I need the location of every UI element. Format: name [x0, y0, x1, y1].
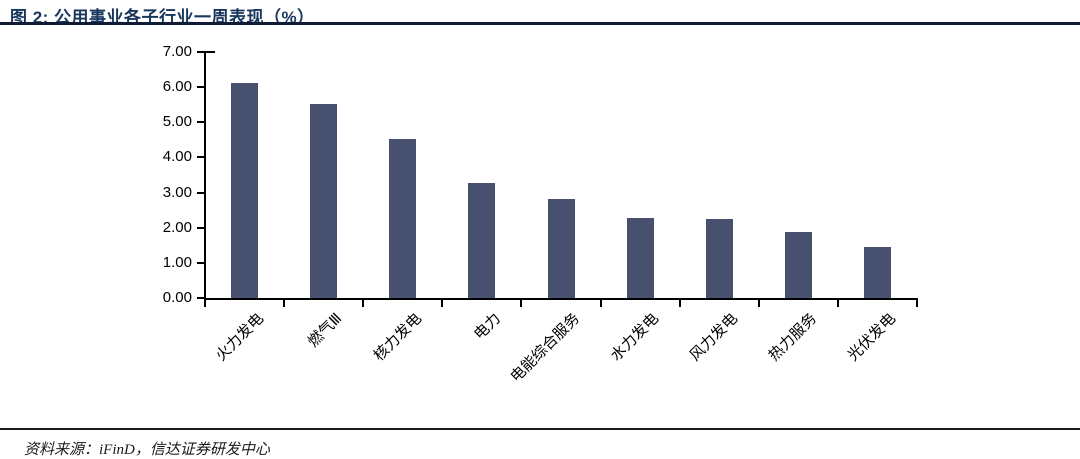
x-tick [599, 299, 602, 307]
y-tick [197, 86, 204, 89]
footer-divider [0, 428, 1080, 430]
y-tick-label: 7.00 [162, 43, 192, 60]
bar [310, 103, 338, 298]
x-tick [757, 299, 760, 307]
y-tick [197, 121, 204, 124]
y-tick [197, 261, 204, 264]
y-tick-label: 0.00 [162, 289, 192, 306]
y-tick [197, 51, 204, 53]
bar [231, 83, 259, 298]
x-axis-line [204, 298, 918, 300]
x-tick-label: 热力服务 [765, 310, 821, 365]
x-tick-label: 光伏发电 [845, 310, 900, 365]
x-tick-label: 燃气Ⅲ [305, 310, 346, 351]
source-note: 资料来源：iFinD，信达证券研发中心 [24, 442, 270, 458]
y-tick-label: 1.00 [162, 253, 192, 271]
y-tick-label: 5.00 [162, 113, 192, 131]
y-tick [197, 191, 204, 194]
x-tick [520, 299, 523, 307]
bar [389, 139, 417, 298]
y-tick [197, 156, 204, 159]
x-tick-label: 水力发电 [607, 310, 663, 365]
x-tick [441, 299, 444, 307]
bar [626, 217, 654, 298]
x-tick [283, 299, 286, 307]
x-tick [836, 299, 839, 307]
y-axis-line [204, 51, 206, 299]
bar [468, 183, 496, 298]
x-tick-label: 风力发电 [686, 310, 742, 365]
x-tick-label: 火力发电 [212, 310, 267, 365]
y-tick-label: 3.00 [162, 183, 192, 201]
x-tick [362, 299, 365, 307]
x-tick [678, 299, 681, 307]
y-tick [197, 226, 204, 229]
x-tick [916, 299, 918, 307]
bar [863, 247, 891, 298]
bar [705, 219, 733, 298]
y-tick-label: 2.00 [162, 218, 192, 236]
x-tick-label: 电能综合服务 [507, 310, 584, 386]
y-tick-label: 4.00 [162, 148, 192, 166]
x-tick [204, 299, 206, 307]
y-tick-label: 6.00 [162, 78, 192, 96]
y-axis-top-tick [206, 51, 215, 53]
y-tick [197, 297, 204, 299]
bar [784, 231, 812, 298]
x-tick-label: 核力发电 [370, 310, 425, 365]
title-underline [0, 22, 1080, 25]
x-tick-label: 电力 [470, 310, 504, 344]
bar [547, 199, 575, 298]
